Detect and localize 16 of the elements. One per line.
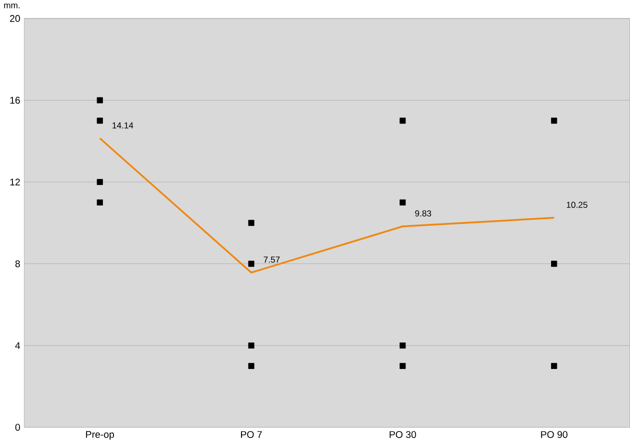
- x-tick-label: PO 90: [541, 430, 568, 438]
- y-tick-label: 4: [15, 342, 20, 349]
- y-tick-label: 20: [10, 14, 20, 22]
- y-axis-title: mm.: [4, 3, 20, 8]
- x-tick-label: PO 30: [390, 430, 416, 438]
- data-label: 14.14: [112, 122, 134, 128]
- y-tick-label: 16: [10, 96, 20, 104]
- data-label: 7.57: [264, 256, 280, 262]
- data-label: 9.83: [415, 210, 432, 216]
- y-tick-label: 8: [15, 260, 20, 268]
- y-tick-label: 0: [15, 424, 20, 431]
- line-series: [98, 137, 555, 274]
- x-tick-label: Pre-op: [86, 430, 114, 440]
- x-tick-label: PO 7: [241, 430, 262, 438]
- data-label: 10.25: [566, 202, 588, 208]
- y-tick-label: 12: [10, 178, 20, 186]
